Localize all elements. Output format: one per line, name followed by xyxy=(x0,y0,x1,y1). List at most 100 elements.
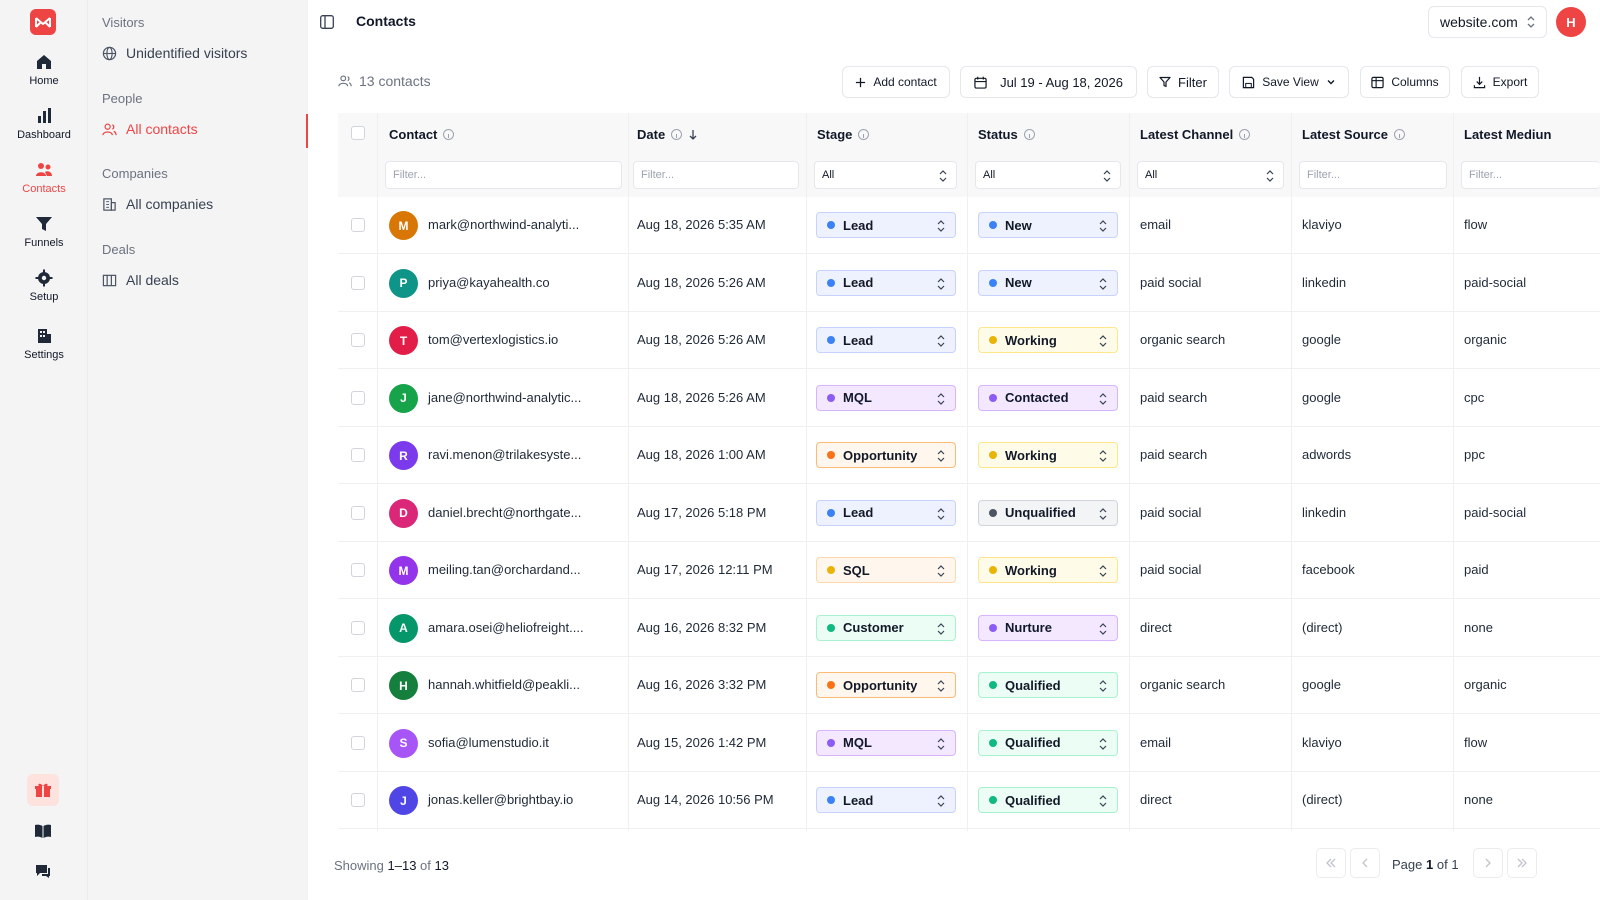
website-select[interactable]: website.com xyxy=(1428,6,1547,38)
contact-filter-input[interactable]: Filter... xyxy=(385,161,622,189)
info-icon[interactable] xyxy=(1023,129,1035,140)
first-page-button[interactable] xyxy=(1316,848,1346,878)
stage-select[interactable]: MQL xyxy=(816,729,956,756)
column-header-date[interactable]: Date xyxy=(637,127,698,142)
save-view-button[interactable]: Save View xyxy=(1229,66,1349,98)
row-checkbox[interactable] xyxy=(351,793,365,807)
select-all-checkbox[interactable] xyxy=(351,126,365,140)
status-select[interactable]: Qualified xyxy=(978,787,1118,813)
sort-descending-icon[interactable] xyxy=(688,129,698,140)
row-checkbox[interactable] xyxy=(351,505,365,520)
row-checkbox[interactable] xyxy=(351,275,365,290)
status-select[interactable]: Qualified xyxy=(978,672,1118,698)
row-checkbox[interactable] xyxy=(351,678,365,692)
next-page-button[interactable] xyxy=(1473,848,1503,878)
info-icon[interactable] xyxy=(671,129,683,140)
rail-item-dashboard[interactable]: Dashboard xyxy=(0,107,88,141)
contact-email[interactable]: sofia@lumenstudio.it xyxy=(428,734,549,750)
status-select[interactable]: Qualified xyxy=(978,729,1118,756)
stage-select[interactable]: Lead xyxy=(816,212,956,238)
channel-filter-select[interactable]: All xyxy=(1137,161,1284,189)
nav-item-unidentified-visitors[interactable]: Unidentified visitors xyxy=(102,45,302,61)
column-header-status[interactable]: Status xyxy=(978,127,1035,142)
stage-select[interactable]: Opportunity xyxy=(816,672,956,698)
contact-email[interactable]: ravi.menon@trilakesyste... xyxy=(428,447,582,462)
row-checkbox[interactable] xyxy=(351,620,365,635)
column-header-latest-source[interactable]: Latest Source xyxy=(1302,127,1405,142)
row-checkbox[interactable] xyxy=(351,448,365,462)
stage-select[interactable]: MQL xyxy=(816,384,956,411)
gift-button[interactable] xyxy=(27,774,59,806)
nav-item-all-deals[interactable]: All deals xyxy=(102,272,302,288)
export-button[interactable]: Export xyxy=(1461,66,1539,98)
toggle-sidebar-icon[interactable] xyxy=(320,15,334,29)
column-header-latest-channel[interactable]: Latest Channel xyxy=(1140,127,1251,142)
status-select[interactable]: Working xyxy=(978,442,1118,468)
last-page-button[interactable] xyxy=(1507,848,1537,878)
info-icon[interactable] xyxy=(858,129,870,140)
app-logo[interactable] xyxy=(30,9,56,35)
stage-select[interactable]: Lead xyxy=(816,269,956,296)
contact-email[interactable]: jonas.keller@brightbay.io xyxy=(428,792,574,807)
contact-email[interactable]: priya@kayahealth.co xyxy=(428,274,550,290)
rail-item-settings[interactable]: Settings xyxy=(0,327,88,361)
stage-filter-select[interactable]: All xyxy=(814,161,957,189)
column-header-contact[interactable]: Contact xyxy=(389,127,455,142)
status-select[interactable]: Working xyxy=(978,327,1118,353)
info-icon[interactable] xyxy=(1239,129,1251,140)
add-contact-button[interactable]: Add contact xyxy=(842,66,950,98)
contact-email[interactable]: tom@vertexlogistics.io xyxy=(428,332,559,347)
contact-email[interactable]: hannah.whitfield@peakli... xyxy=(428,677,580,692)
status-filter-select[interactable]: All xyxy=(975,161,1121,189)
stage-select[interactable]: Lead xyxy=(816,327,956,353)
date-filter-input[interactable]: Filter... xyxy=(633,161,799,189)
contact-email[interactable]: meiling.tan@orchardand... xyxy=(428,562,581,577)
row-checkbox[interactable] xyxy=(351,333,365,347)
nav-item-all-companies[interactable]: All companies xyxy=(102,196,302,212)
status-select[interactable]: New xyxy=(978,269,1118,296)
status-select[interactable]: Nurture xyxy=(978,614,1118,641)
column-header-latest-medium[interactable]: Latest Mediun xyxy=(1464,127,1551,142)
stage-select[interactable]: SQL xyxy=(816,557,956,583)
previous-page-button[interactable] xyxy=(1350,848,1380,878)
contact-email[interactable]: daniel.brecht@northgate... xyxy=(428,504,582,520)
row-checkbox[interactable] xyxy=(351,390,365,405)
stage-select[interactable]: Lead xyxy=(816,499,956,526)
info-icon[interactable] xyxy=(443,129,455,140)
row-checkbox[interactable] xyxy=(351,218,365,232)
status-select[interactable]: Contacted xyxy=(978,384,1118,411)
contact-email[interactable]: amara.osei@heliofreight.... xyxy=(428,619,584,635)
row-checkbox[interactable] xyxy=(351,563,365,577)
status-select[interactable]: New xyxy=(978,212,1118,238)
columns-button[interactable]: Columns xyxy=(1360,66,1450,98)
rail-item-funnels[interactable]: Funnels xyxy=(0,215,88,249)
rail-item-contacts[interactable]: Contacts xyxy=(0,161,88,195)
filter-button[interactable]: Filter xyxy=(1147,66,1219,98)
info-icon[interactable] xyxy=(1393,129,1405,140)
stage-select[interactable]: Opportunity xyxy=(816,442,956,468)
stage-select[interactable]: Customer xyxy=(816,614,956,641)
source-filter-input[interactable]: Filter... xyxy=(1299,161,1447,189)
nav-item-all-contacts[interactable]: All contacts xyxy=(102,121,302,137)
row-checkbox[interactable] xyxy=(351,735,365,750)
contact-email[interactable]: mark@northwind-analyti... xyxy=(428,217,580,232)
date-range-button[interactable]: Jul 19 - Aug 18, 2026 xyxy=(960,66,1137,98)
support-chat-button[interactable] xyxy=(27,855,59,887)
medium-filter-input[interactable]: Filter... xyxy=(1461,161,1600,189)
stage-select[interactable]: Lead xyxy=(816,787,956,813)
rail-item-home[interactable]: Home xyxy=(0,53,88,87)
docs-button[interactable] xyxy=(27,815,59,847)
column-header-stage[interactable]: Stage xyxy=(817,127,870,142)
status-select[interactable]: Working xyxy=(978,557,1118,583)
